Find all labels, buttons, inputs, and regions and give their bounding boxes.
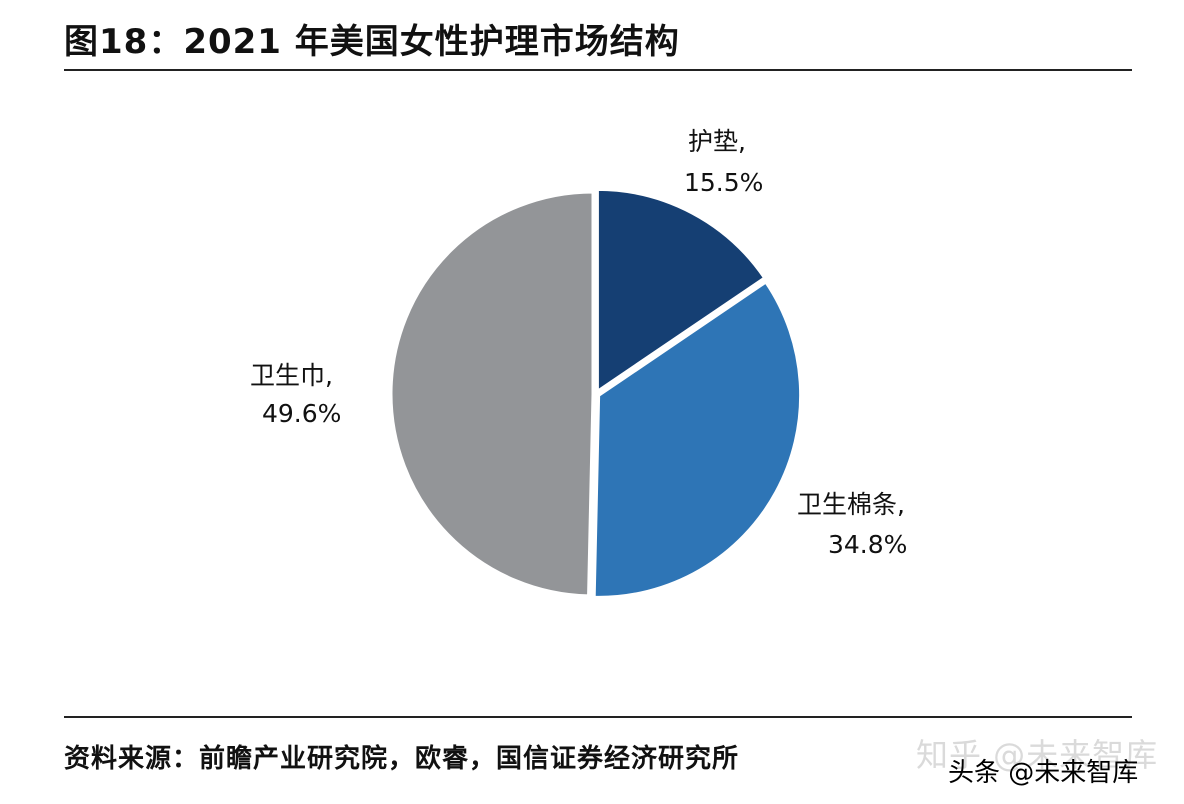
pie-slice-0 [595, 187, 767, 395]
bottom-divider [64, 716, 1132, 718]
watermark-text: 知乎 @未来智库 [916, 736, 1159, 774]
pie-slice-1 [592, 279, 803, 599]
slice-value-0: 15.5% [684, 168, 763, 197]
pie-labels: 护垫, 15.5% 卫生棉条, 34.8% 卫生巾, 49.6% [250, 127, 907, 559]
source-note: 资料来源：前瞻产业研究院，欧睿，国信证券经济研究所 [64, 744, 740, 774]
top-divider [64, 69, 1132, 71]
slice-label-1: 卫生棉条, [797, 490, 905, 519]
pie-chart: 护垫, 15.5% 卫生棉条, 34.8% 卫生巾, 49.6% [250, 127, 907, 599]
slice-value-1: 34.8% [828, 530, 907, 559]
chart-title: 图18：2021 年美国女性护理市场结构 [64, 22, 680, 62]
slice-label-0: 护垫, [688, 127, 746, 156]
overlay-credit: 头条 @未来智库 [948, 758, 1139, 788]
pie-slices [389, 187, 803, 599]
pie-slice-2 [389, 190, 595, 598]
slice-label-2: 卫生巾, [250, 361, 333, 390]
slice-value-2: 49.6% [262, 399, 341, 428]
